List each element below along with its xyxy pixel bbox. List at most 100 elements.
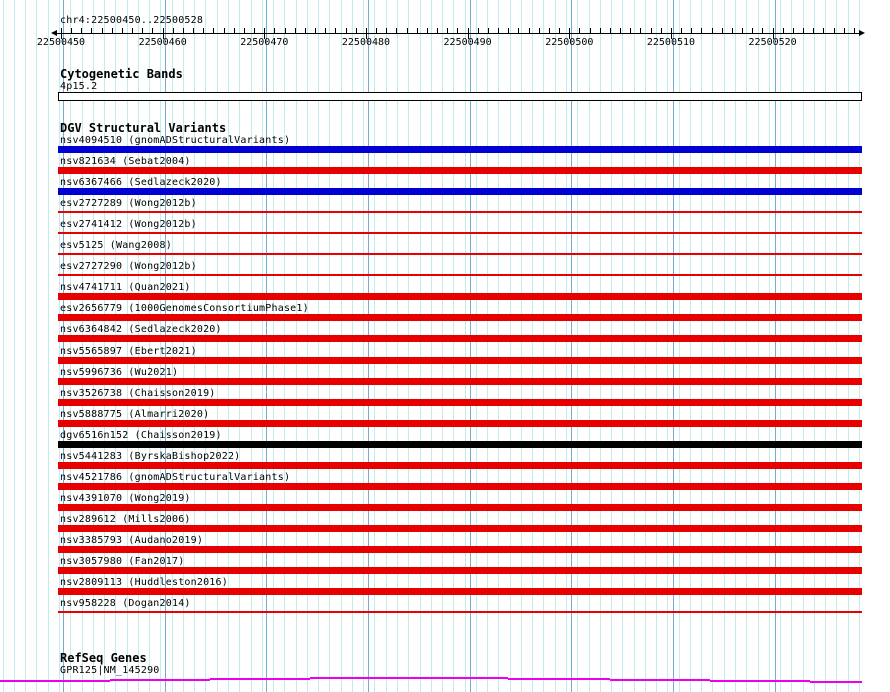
ruler-tick-label: 22500460 bbox=[138, 37, 187, 48]
variant-bar[interactable] bbox=[58, 588, 862, 596]
gridline-minor bbox=[250, 0, 252, 692]
ruler-tick-minor bbox=[111, 28, 113, 33]
ruler-tick-minor bbox=[803, 28, 805, 33]
gridline-minor bbox=[554, 0, 556, 692]
variant-bar[interactable] bbox=[58, 482, 862, 490]
variant-bar[interactable] bbox=[58, 167, 862, 175]
ruler-tick-minor bbox=[721, 28, 723, 33]
variant-bar[interactable] bbox=[58, 293, 862, 301]
ruler-tick-major bbox=[61, 28, 62, 39]
ruler-tick-minor bbox=[132, 28, 134, 33]
ruler-tick-minor bbox=[650, 28, 652, 33]
ruler-tick-minor bbox=[233, 28, 235, 33]
ruler-tick-label: 22500490 bbox=[443, 37, 492, 48]
gridline-minor bbox=[363, 0, 365, 692]
gene-intron-segment[interactable] bbox=[210, 678, 310, 680]
gridline-minor bbox=[239, 0, 241, 692]
gridline-minor bbox=[475, 0, 477, 692]
gridline-minor bbox=[171, 0, 173, 692]
ruler-tick-minor bbox=[223, 28, 225, 33]
gridline-minor bbox=[284, 0, 286, 692]
variant-bar[interactable] bbox=[58, 232, 862, 235]
gridline-minor bbox=[273, 0, 275, 692]
ruler-tick-minor bbox=[640, 28, 642, 33]
ruler-tick-minor bbox=[71, 28, 73, 33]
variant-bar[interactable] bbox=[58, 567, 862, 574]
variant-bar[interactable] bbox=[58, 398, 862, 406]
ruler-tick-minor bbox=[447, 28, 449, 33]
ruler-tick-minor bbox=[457, 28, 459, 33]
gridline-minor bbox=[768, 0, 770, 692]
cytoband-band[interactable] bbox=[58, 92, 862, 101]
gridline-minor bbox=[599, 0, 601, 692]
variant-label: nsv6364842 (Sedlazeck2020) bbox=[60, 324, 222, 336]
ruler-tick-minor bbox=[752, 28, 754, 33]
gene-intron-segment[interactable] bbox=[110, 679, 210, 681]
variant-bar[interactable] bbox=[58, 211, 862, 214]
ruler-tick-minor bbox=[599, 28, 601, 33]
ruler-tick-label: 22500520 bbox=[748, 37, 797, 48]
ruler-tick-minor bbox=[406, 28, 408, 33]
ruler-tick-minor bbox=[254, 28, 256, 33]
ruler-tick-major bbox=[264, 28, 266, 39]
variant-bar[interactable] bbox=[58, 146, 862, 153]
ruler-tick-minor bbox=[579, 28, 581, 33]
gridline-major bbox=[164, 0, 166, 692]
variant-bar[interactable] bbox=[58, 335, 862, 343]
gridline-major bbox=[266, 0, 268, 692]
variant-bar[interactable] bbox=[58, 253, 862, 256]
variant-bar[interactable] bbox=[58, 503, 862, 511]
gridline-minor bbox=[194, 0, 196, 692]
variant-bar[interactable] bbox=[58, 356, 862, 364]
gridline-minor bbox=[487, 0, 489, 692]
gene-intron-segment[interactable] bbox=[810, 681, 862, 683]
variant-bar[interactable] bbox=[58, 440, 862, 448]
ruler-tick-minor bbox=[345, 28, 347, 33]
gridline-minor bbox=[791, 0, 793, 692]
gridline-minor bbox=[734, 0, 736, 692]
variant-label: nsv5888775 (Almarri2020) bbox=[60, 408, 210, 420]
variant-bar[interactable] bbox=[58, 314, 862, 322]
gridline-minor bbox=[329, 0, 331, 692]
ruler-tick-minor bbox=[691, 28, 693, 33]
gridline-minor bbox=[430, 0, 432, 692]
gene-intron-segment[interactable] bbox=[710, 680, 810, 682]
ruler-tick-minor bbox=[833, 28, 835, 33]
gridline-minor bbox=[678, 0, 680, 692]
variant-label: nsv958228 (Dogan2014) bbox=[60, 598, 191, 610]
gene-intron-segment[interactable] bbox=[610, 679, 710, 681]
variant-bar[interactable] bbox=[58, 274, 862, 277]
gridline-minor bbox=[577, 0, 579, 692]
ruler-tick-minor bbox=[437, 28, 439, 33]
variant-bar[interactable] bbox=[58, 524, 862, 532]
gene-intron-segment[interactable] bbox=[0, 680, 110, 682]
ruler-tick-minor bbox=[91, 28, 93, 33]
gridline-minor bbox=[385, 0, 387, 692]
ruler-tick-minor bbox=[335, 28, 337, 33]
ruler-tick-minor bbox=[528, 28, 530, 33]
gene-intron-segment[interactable] bbox=[508, 678, 610, 680]
variant-bar[interactable] bbox=[58, 545, 862, 553]
ruler-tick-minor bbox=[294, 28, 296, 33]
gene-label: GPR125|NM_145290 bbox=[60, 665, 160, 676]
variant-label: nsv3385793 (Audano2019) bbox=[60, 534, 204, 546]
variant-bar[interactable] bbox=[58, 461, 862, 469]
cytoband-label: 4p15.2 bbox=[60, 81, 98, 92]
gene-intron-segment[interactable] bbox=[310, 677, 508, 679]
variant-label: nsv3526738 (Chaisson2019) bbox=[60, 387, 216, 399]
ruler-tick-minor bbox=[101, 28, 103, 33]
gridline-minor bbox=[25, 0, 27, 692]
gridline-minor bbox=[723, 0, 725, 692]
gridline-minor bbox=[802, 0, 804, 692]
variant-bar[interactable] bbox=[58, 188, 862, 196]
variant-bar[interactable] bbox=[58, 419, 862, 427]
ruler-tick-minor bbox=[81, 28, 83, 33]
ruler-tick-minor bbox=[152, 28, 154, 33]
variant-label: nsv6367466 (Sedlazeck2020) bbox=[60, 177, 222, 189]
ruler-tick-minor bbox=[121, 28, 123, 33]
ruler-tick-minor bbox=[498, 28, 500, 33]
gridline-minor bbox=[566, 0, 567, 692]
variant-label: esv2727289 (Wong2012b) bbox=[60, 198, 197, 210]
variant-bar[interactable] bbox=[58, 377, 862, 385]
variant-bar[interactable] bbox=[58, 611, 862, 614]
